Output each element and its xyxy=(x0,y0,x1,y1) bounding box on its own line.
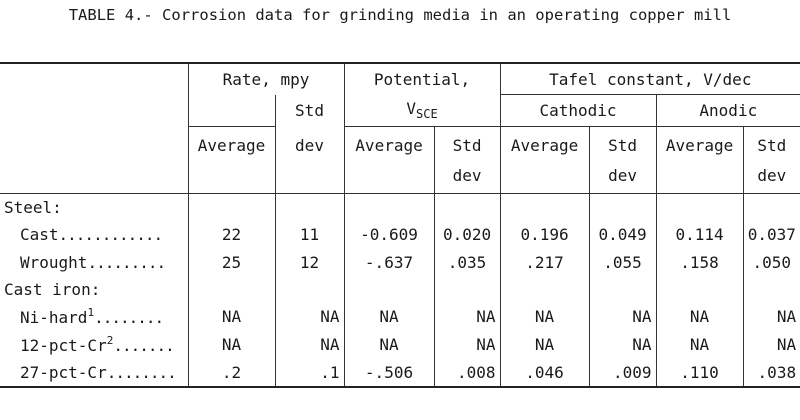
group-row-steel: Steel: xyxy=(0,193,800,220)
anodic-stddev-cell: NA xyxy=(742,330,800,358)
table-title: TABLE 4.- Corrosion data for grinding me… xyxy=(68,6,732,24)
header-rate-dev: dev xyxy=(274,126,345,194)
cathodic-stddev-cell: NA xyxy=(588,330,657,358)
cathodic-average-cell: NA xyxy=(499,302,590,330)
header-anodic: Anodic xyxy=(655,94,800,127)
potential-stddev-cell: NA xyxy=(433,302,501,330)
cathodic-stddev-cell: 0.049 xyxy=(588,220,657,248)
group-label: Steel: xyxy=(4,197,62,217)
header-blank xyxy=(0,62,188,95)
cathodic-average-cell: .046 xyxy=(499,358,590,388)
anodic-average-cell: NA xyxy=(655,302,744,330)
potential-stddev-cell: NA xyxy=(433,330,501,358)
header-rate: Rate, mpy xyxy=(187,62,345,95)
corrosion-data-table: Rate, mpy Potential, Tafel constant, V/d… xyxy=(0,62,800,388)
potential-stddev-cell: 0.020 xyxy=(433,220,501,248)
potential-stddev-cell: .008 xyxy=(433,358,501,388)
group-row-cast-iron: Cast iron: xyxy=(0,276,800,302)
row-label: Cast............ xyxy=(20,224,163,244)
header-potential-average: Average xyxy=(343,126,435,194)
anodic-stddev-cell: .038 xyxy=(742,358,800,388)
footnote-marker: 1 xyxy=(87,305,95,319)
rate-average-cell: 22 xyxy=(187,220,275,248)
anodic-stddev-cell: .050 xyxy=(742,248,800,276)
potential-average-cell: NA xyxy=(343,302,435,330)
header-potential: Potential, xyxy=(343,62,501,95)
rate-average-cell: NA xyxy=(187,330,275,358)
cathodic-average-cell: .217 xyxy=(499,248,590,276)
header-anodic-stddev: Std dev xyxy=(742,126,800,194)
anodic-average-cell: .158 xyxy=(655,248,744,276)
anodic-average-cell: NA xyxy=(655,330,744,358)
potential-average-cell: -0.609 xyxy=(343,220,435,248)
potential-average-cell: -.506 xyxy=(343,358,435,388)
anodic-average-cell: .110 xyxy=(655,358,744,388)
cathodic-stddev-cell: NA xyxy=(588,302,657,330)
rate-stddev-cell: 12 xyxy=(274,248,345,276)
header-potential-vsce: VSCE xyxy=(343,94,501,127)
potential-average-cell: NA xyxy=(343,330,435,358)
anodic-average-cell: 0.114 xyxy=(655,220,744,248)
rate-stddev-cell: 11 xyxy=(274,220,345,248)
table-row: Cast............ 22 11 -0.609 0.020 0.19… xyxy=(0,220,800,248)
header-rate-average: Average xyxy=(187,126,275,194)
footnote-marker: 2 xyxy=(106,333,114,347)
table-row: 27-pct-Cr........ .2 .1 -.506 .008 .046 … xyxy=(0,358,800,388)
rate-average-cell: NA xyxy=(187,302,275,330)
table-row: Wrought......... 25 12 -.637 .035 .217 .… xyxy=(0,248,800,276)
cathodic-average-cell: 0.196 xyxy=(499,220,590,248)
group-label: Cast iron: xyxy=(4,279,101,299)
rate-stddev-cell: NA xyxy=(274,330,345,358)
potential-stddev-cell: .035 xyxy=(433,248,501,276)
header-rate-std: Std xyxy=(274,94,345,127)
row-label: 27-pct-Cr........ xyxy=(0,358,188,388)
potential-average-cell: -.637 xyxy=(343,248,435,276)
anodic-stddev-cell: 0.037 xyxy=(742,220,800,248)
rate-stddev-cell: NA xyxy=(274,302,345,330)
table-row: 12-pct-Cr2....... NA NA NA NA NA NA NA N… xyxy=(0,330,800,358)
header-cathodic-average: Average xyxy=(499,126,590,194)
rate-stddev-cell: .1 xyxy=(274,358,345,388)
row-label: Ni-hard1........ xyxy=(20,305,164,327)
row-label: Wrought......... xyxy=(20,252,166,272)
header-anodic-average: Average xyxy=(655,126,744,194)
rate-average-cell: 25 xyxy=(187,248,275,276)
header-potential-v: V xyxy=(406,99,416,119)
table-row: Ni-hard1........ NA NA NA NA NA NA NA NA xyxy=(0,302,800,330)
cathodic-stddev-cell: .009 xyxy=(588,358,657,388)
row-label: 12-pct-Cr2....... xyxy=(20,333,175,355)
rate-average-cell: .2 xyxy=(187,358,275,388)
cathodic-average-cell: NA xyxy=(499,330,590,358)
header-potential-sce: SCE xyxy=(416,107,438,122)
header-cathodic-stddev: Std dev xyxy=(588,126,657,194)
anodic-stddev-cell: NA xyxy=(742,302,800,330)
header-tafel-constant: Tafel constant, V/dec xyxy=(499,62,800,95)
cathodic-stddev-cell: .055 xyxy=(588,248,657,276)
header-cathodic: Cathodic xyxy=(499,94,657,127)
header-potential-stddev: Std dev xyxy=(433,126,501,194)
